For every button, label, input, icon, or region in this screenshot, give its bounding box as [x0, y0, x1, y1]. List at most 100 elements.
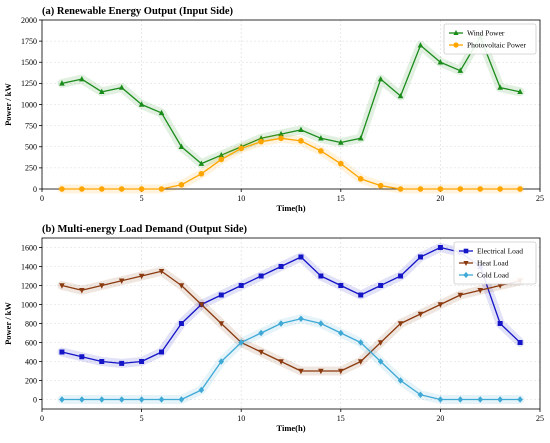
wind-power-point: [338, 139, 344, 145]
photovoltaic-power-point: [477, 186, 484, 192]
x-tick-label: 0: [40, 194, 44, 203]
y-tick-label: 400: [25, 357, 37, 366]
cold-load-point: [517, 396, 523, 403]
wind-power-point: [298, 126, 304, 133]
series-photovoltaic-power: [57, 133, 525, 194]
panel-1: (a) Renewable Energy Output (Input Side)…: [3, 6, 544, 213]
legend-box: [453, 241, 537, 285]
electrical-load-point: [497, 321, 503, 326]
wind-power-band: [57, 32, 525, 169]
y-axis-label: Power / kW: [3, 302, 13, 345]
wind-power-point: [198, 160, 205, 166]
y-tick-label: 250: [25, 164, 37, 173]
electrical-load-line: [61, 246, 521, 365]
legend-marker-wind-power: [453, 30, 459, 35]
wind-power-point: [138, 101, 145, 107]
heat-load-point: [397, 321, 404, 327]
photovoltaic-power-point: [118, 186, 125, 192]
wind-power-point: [497, 84, 503, 90]
x-tick-label: 15: [337, 194, 345, 203]
electrical-load-point: [59, 349, 65, 355]
series-electrical-load: [57, 243, 525, 368]
heat-load-point: [278, 359, 284, 365]
electrical-load-point: [278, 264, 284, 269]
x-tick-label: 20: [436, 194, 444, 203]
photovoltaic-power-point: [397, 186, 404, 192]
wind-power-point: [118, 84, 125, 90]
y-tick-label: 1250: [21, 79, 37, 88]
electrical-load-point: [139, 359, 145, 364]
cold-load-point: [437, 396, 444, 403]
wind-power-point: [178, 143, 185, 149]
electrical-load-point: [517, 340, 523, 345]
cold-load-point: [59, 396, 65, 403]
cold-load-point: [158, 396, 165, 403]
electrical-load-point: [258, 273, 264, 279]
photovoltaic-power-point: [298, 138, 304, 144]
heat-load-point: [59, 283, 65, 289]
wind-power-point: [357, 135, 364, 141]
y-tick-label: 1000: [21, 300, 37, 309]
heat-load-point: [258, 349, 264, 356]
photovoltaic-power-band: [57, 133, 525, 194]
photovoltaic-power-point: [457, 186, 464, 192]
cold-load-point: [258, 329, 264, 337]
wind-power-line: [61, 36, 521, 165]
y-tick-label: 800: [25, 319, 37, 328]
cold-load-point: [138, 396, 145, 403]
photovoltaic-power-point: [278, 135, 284, 142]
photovoltaic-power-point: [238, 145, 244, 152]
wind-power-point: [278, 130, 284, 137]
heat-load-point: [198, 302, 205, 308]
series-cold-load: [57, 314, 525, 404]
photovoltaic-power-point: [198, 170, 205, 177]
electrical-load-point: [79, 354, 85, 360]
wind-power-point: [397, 92, 404, 99]
y-tick-label: 600: [25, 338, 37, 347]
heat-load-point: [138, 273, 145, 280]
y-tick-label: 200: [25, 376, 37, 385]
x-tick-label: 10: [237, 414, 245, 423]
photovoltaic-power-point: [497, 186, 503, 192]
legend-label-electrical-load: Electrical Load: [477, 247, 523, 256]
wind-power-point: [417, 42, 424, 48]
photovoltaic-power-point: [417, 186, 424, 192]
wind-power-point: [258, 135, 264, 141]
legend: Wind Power Photovoltaic Power: [443, 23, 537, 55]
y-tick-label: 1600: [21, 243, 37, 252]
y-tick-label: 2000: [21, 16, 37, 25]
heat-load-point: [218, 321, 225, 327]
photovoltaic-power-point: [377, 182, 384, 189]
wind-power-point: [158, 109, 165, 116]
photovoltaic-power-point: [258, 138, 264, 145]
photovoltaic-power-point: [59, 186, 65, 192]
cold-load-point: [397, 377, 404, 384]
y-tick-label: 750: [25, 121, 37, 130]
cold-load-point: [198, 386, 205, 394]
y-tick-label: 0: [33, 185, 37, 194]
heat-load-point: [377, 340, 384, 346]
heat-load-point: [457, 292, 464, 299]
x-tick-label: 25: [536, 414, 544, 423]
photovoltaic-power-line: [61, 137, 521, 190]
cold-load-point: [377, 358, 384, 365]
wind-power-point: [437, 59, 444, 65]
electrical-load-point: [417, 254, 423, 260]
panel-2: (b) Multi-energy Load Demand (Output Sid…: [3, 224, 544, 433]
heat-load-point: [98, 283, 105, 289]
electrical-load-point: [318, 273, 324, 279]
electrical-load-point: [398, 273, 404, 279]
legend-label-wind-power: Wind Power: [467, 29, 505, 38]
wind-power-point: [517, 88, 523, 95]
x-axis-label: Time(h): [276, 203, 305, 213]
wind-power-point: [79, 75, 85, 82]
photovoltaic-power-point: [437, 186, 444, 192]
wind-power-point: [377, 75, 384, 82]
cold-load-point: [218, 358, 225, 365]
legend-marker-photovoltaic-power: [453, 42, 459, 48]
legend: Electrical Load Heat Load Cold Load: [453, 241, 537, 285]
heat-load-point: [477, 288, 484, 294]
panel-title: (a) Renewable Energy Output (Input Side): [42, 6, 234, 17]
legend-marker-cold-load: [463, 271, 469, 279]
